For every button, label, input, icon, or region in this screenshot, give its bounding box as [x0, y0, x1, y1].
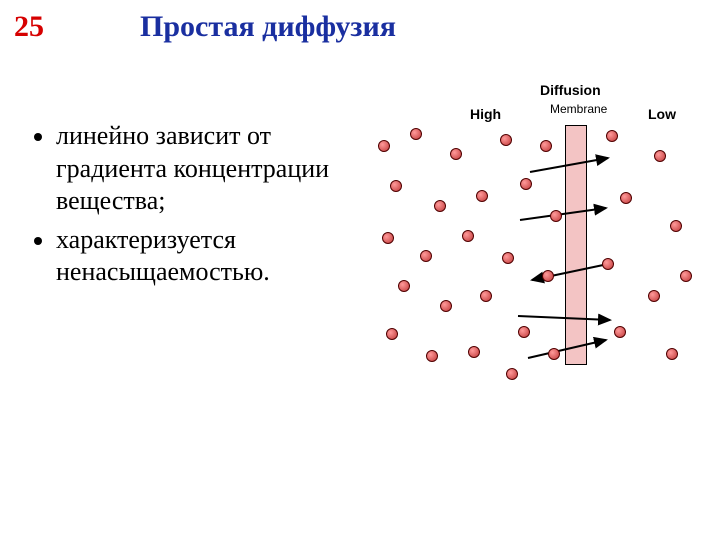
particle — [670, 220, 682, 232]
particle — [506, 368, 518, 380]
arrow — [520, 208, 606, 220]
bullet-item: характеризуется ненасыщаемостью. — [56, 224, 368, 289]
particle — [520, 178, 532, 190]
particle — [502, 252, 514, 264]
slide-title: Простая диффузия — [140, 10, 396, 44]
bullet-list: линейно зависит от градиента концентраци… — [28, 120, 368, 295]
particle — [390, 180, 402, 192]
particle — [666, 348, 678, 360]
particle — [476, 190, 488, 202]
particle — [518, 326, 530, 338]
particle — [550, 210, 562, 222]
particle — [420, 250, 432, 262]
particle — [602, 258, 614, 270]
particle — [378, 140, 390, 152]
particle — [654, 150, 666, 162]
arrow — [528, 340, 606, 358]
particle — [680, 270, 692, 282]
particle — [614, 326, 626, 338]
arrow — [530, 158, 608, 172]
particle — [548, 348, 560, 360]
particle — [410, 128, 422, 140]
particle — [606, 130, 618, 142]
particle — [620, 192, 632, 204]
particle — [386, 328, 398, 340]
particle — [382, 232, 394, 244]
particle — [480, 290, 492, 302]
arrow — [518, 316, 610, 320]
particle — [462, 230, 474, 242]
particle — [648, 290, 660, 302]
diffusion-diagram: Diffusion High Membrane Low — [370, 80, 700, 410]
bullet-item: линейно зависит от градиента концентраци… — [56, 120, 368, 218]
particle — [398, 280, 410, 292]
particle — [434, 200, 446, 212]
slide-number: 25 — [14, 10, 44, 44]
slide: 25 Простая диффузия линейно зависит от г… — [0, 0, 720, 540]
particle — [426, 350, 438, 362]
particle — [542, 270, 554, 282]
particle — [450, 148, 462, 160]
particle — [500, 134, 512, 146]
particle — [468, 346, 480, 358]
particle — [440, 300, 452, 312]
particle — [540, 140, 552, 152]
